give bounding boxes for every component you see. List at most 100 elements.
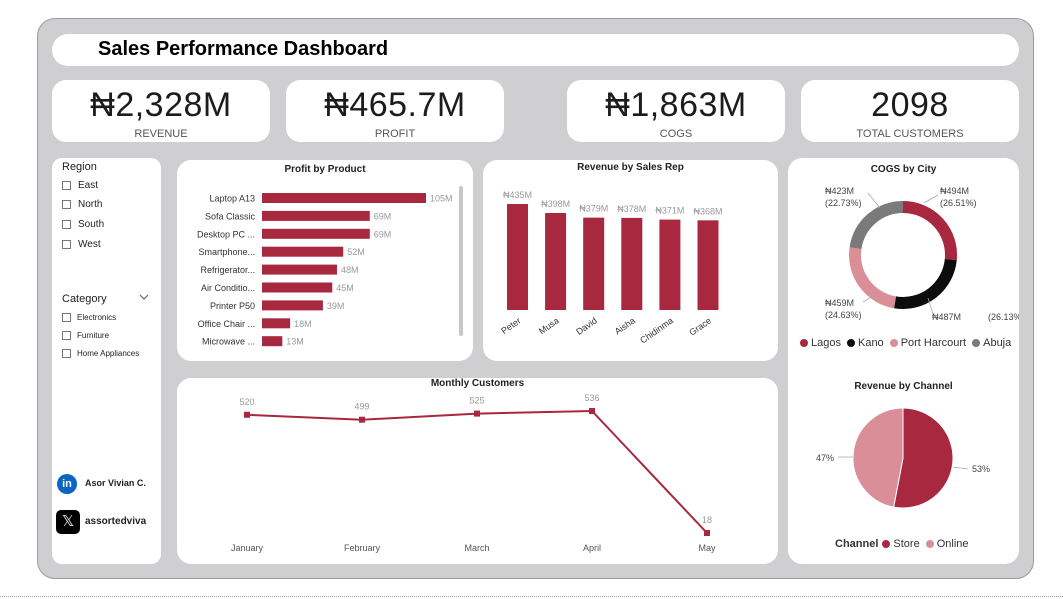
legend-item-port-harcourt[interactable]: Port Harcourt [889,337,967,349]
revenue-by-rep-title: Revenue by Sales Rep [577,162,684,173]
legend-item-kano[interactable]: Kano [846,337,884,349]
profit-bar [262,246,344,257]
legend-item-store[interactable]: Store [882,538,920,550]
cogs-value-label: ₦494M [940,186,969,196]
product-label: Desktop PC ... [197,229,255,239]
category-furniture-checkbox[interactable] [62,331,71,340]
x-icon[interactable]: 𝕏 [56,510,80,534]
monthly-customers-card: Monthly Customers 520 January 499 February 5… [177,378,778,564]
rep-data-label: ₦378M [617,204,646,214]
customers-line [246,409,708,534]
profit-data-label: 69M [374,229,392,239]
profit-bar [262,318,291,329]
linkedin-icon[interactable]: in [57,474,77,494]
category-slicer-title: Category [62,293,107,305]
legend-dot-store [882,540,891,548]
legend-item-online[interactable]: Online [925,538,969,550]
profit-chart-scrollbar[interactable] [459,186,463,336]
profit-by-product-card: Profit by Product Laptop A13 105M Sofa Cla… [177,160,473,361]
rep-name-label: Peter [499,315,522,336]
cogs-leader-line [923,194,939,204]
legend-label-lagos: Lagos [811,337,841,349]
kpi-card-customers: 2098 TOTAL CUSTOMERS [801,80,1019,142]
title-bar: Sales Performance Dashboard [52,34,1019,66]
category-electronics-checkbox[interactable] [62,313,71,322]
cogs-leader-line [927,297,934,315]
rep-bar [621,217,643,310]
cogs-value-label: ₦459M [825,298,854,308]
rep-data-label: ₦435M [503,190,532,200]
kpi-card-cogs: ₦1,863M COGS [567,80,785,142]
profit-data-label: 13M [286,337,304,347]
cogs-value-label: ₦487M [932,312,961,322]
monthly-customers-chart: 520 January 499 February 525 March 536 April 18 M… [231,393,716,553]
customers-point [589,408,595,414]
profit-data-label: 18M [294,319,312,329]
revenue-by-channel-title: Revenue by Channel [854,381,953,392]
legend-dot-lagos [800,339,808,347]
legend-dot-kano [846,339,855,347]
legend-label-kano: Kano [857,337,884,349]
rep-name-label: Grace [687,315,713,337]
customers-point [244,411,250,418]
cogs-leader-line [867,192,881,209]
chevron-down-icon[interactable] [139,294,149,301]
region-west-checkbox[interactable] [62,240,71,249]
month-label: April [583,543,601,553]
x-handle[interactable]: assortedviva [85,516,147,527]
cogs-pct-label: (24.63%) [825,310,862,320]
category-home-appliances-checkbox[interactable] [62,349,71,358]
profit-data-label: 39M [327,301,345,311]
profit-by-product-title: Profit by Product [284,164,366,175]
legend-label-abuja: Abuja [983,337,1012,349]
customers-data-label: 520 [239,397,254,407]
legend-item-lagos[interactable]: Lagos [800,337,841,349]
channel-leader-line [952,466,969,470]
cogs-slice [902,201,957,261]
legend-dot-port-harcourt [889,339,898,347]
kpi-cogs-label: COGS [659,128,693,140]
cogs-pct-label: (26.51%) [940,198,977,208]
rep-data-label: ₦379M [579,204,608,214]
region-north-checkbox[interactable] [62,200,71,209]
category-furniture-label: Furniture [77,331,110,340]
product-label: Air Conditio... [201,283,255,293]
month-label: February [344,543,381,553]
customers-point [474,410,480,417]
rep-bar [697,220,719,310]
channel-slice [852,407,904,508]
legend-item-abuja[interactable]: Abuja [972,337,1011,349]
category-home-appliances-label: Home Appliances [77,349,140,358]
cogs-slice [849,247,897,309]
slicer-panel: Region East North South West Category El… [52,158,161,564]
channel-pct-label: 53% [972,464,990,474]
product-label: Refrigerator... [200,265,255,275]
region-north-label: North [78,199,103,210]
rep-bar [659,219,681,310]
product-label: Microwave ... [202,337,255,347]
cogs-value-label: ₦423M [825,186,854,196]
region-south-checkbox[interactable] [62,220,71,229]
rep-name-label: Chidinma [638,315,675,345]
legend-label-port-harcourt: Port Harcourt [900,337,967,349]
kpi-card-profit: ₦465.7M PROFIT [286,80,504,142]
kpi-profit-value: ₦465.7M [324,86,466,124]
legend-label-store: Store [893,538,920,550]
profit-bar [262,336,283,347]
kpi-profit-label: PROFIT [374,128,416,140]
linkedin-name[interactable]: Asor Vivian C. [85,478,146,488]
month-label: January [231,543,264,553]
region-east-checkbox[interactable] [62,181,71,190]
revenue-by-rep-chart: ₦435M Peter ₦398M Musa ₦379M David ₦378M Aisha ₦… [499,190,722,345]
customers-data-label: 525 [469,396,484,406]
profit-data-label: 105M [430,194,453,204]
rep-bar [507,204,528,310]
profit-data-label: 69M [374,211,392,221]
kpi-revenue-value: ₦2,328M [90,86,232,124]
profit-by-product-chart: Laptop A13 105M Sofa Classic 69M Desktop PC … [197,193,453,347]
cogs-slice [849,201,904,250]
rep-name-label: Musa [537,315,561,336]
category-electronics-label: Electronics [77,313,117,322]
profit-bar [262,193,426,203]
kpi-revenue-label: REVENUE [134,128,188,140]
